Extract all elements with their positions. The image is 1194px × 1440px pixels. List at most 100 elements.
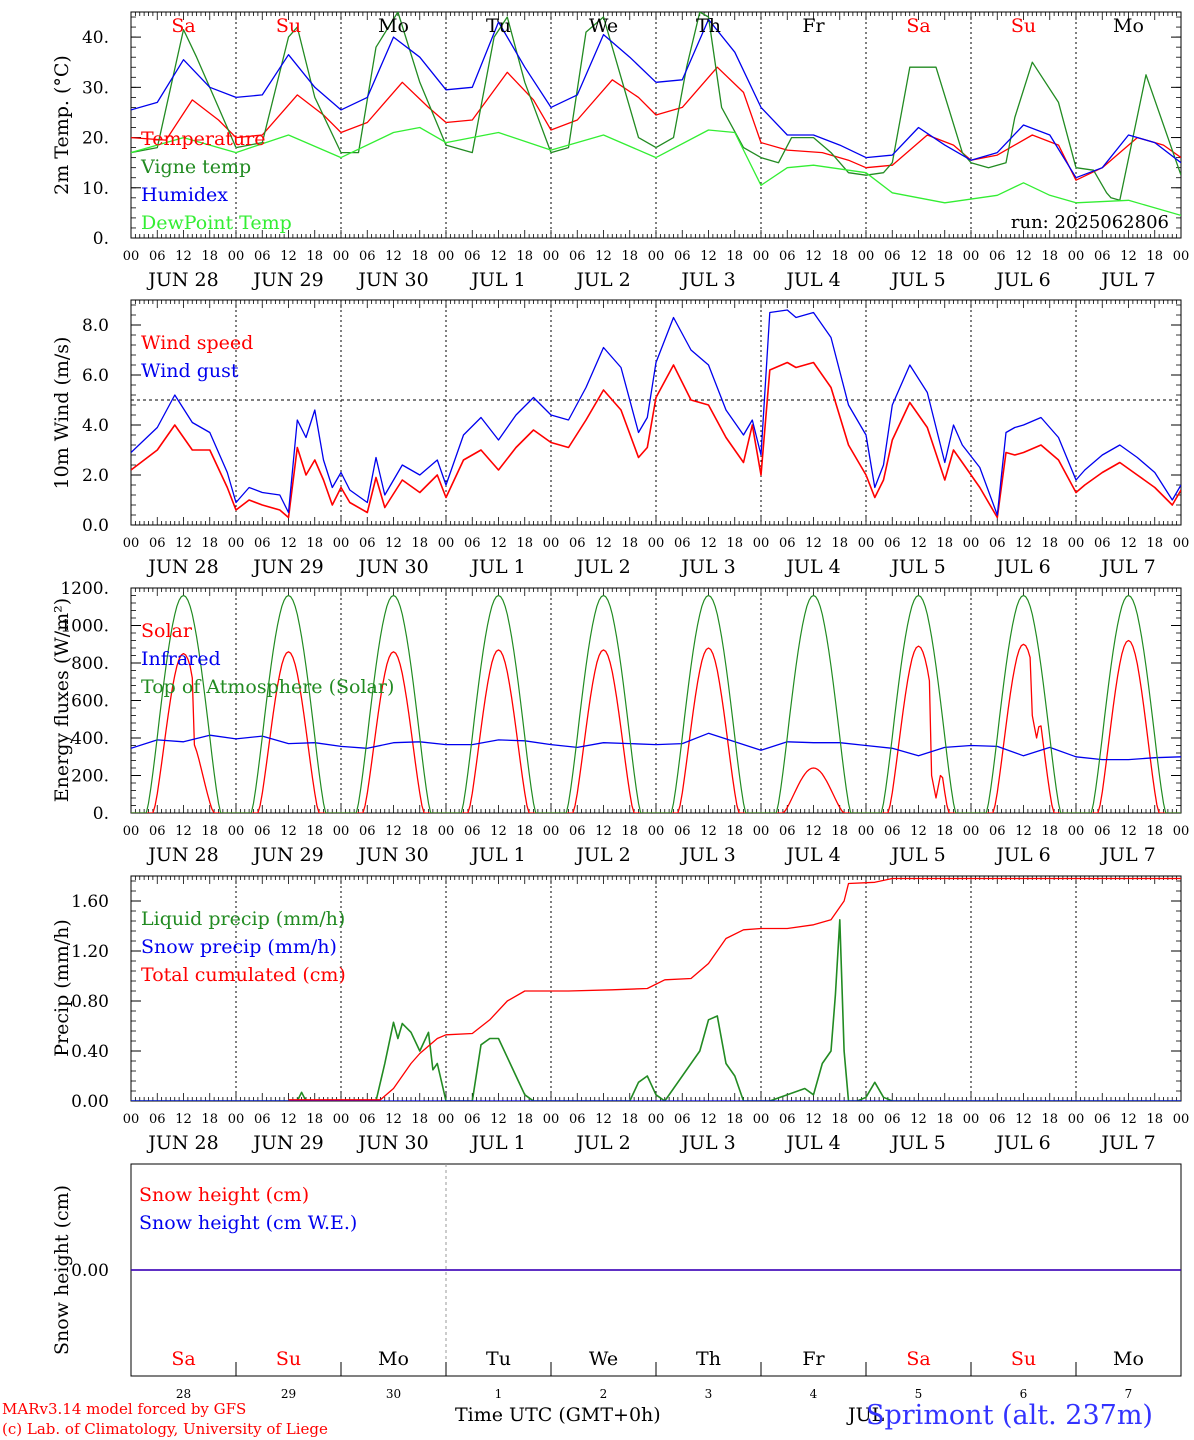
hour-label: 12 [385, 249, 402, 264]
series-vigne-temp [131, 12, 1181, 201]
hour-label: 18 [516, 824, 533, 839]
day-number-label: 5 [915, 1387, 923, 1401]
chart-panel-4: 0.00 0.40 0.80 1.20 1.60 Precip (mm/h) Liquid … [51, 875, 1189, 1154]
hour-label: 06 [1094, 1112, 1111, 1127]
hour-label: 18 [1041, 824, 1058, 839]
y-tick-label: 0.40 [71, 1042, 109, 1062]
hour-label: 18 [1146, 824, 1163, 839]
y-tick-label: 6.0 [82, 366, 109, 386]
y-tick-label: 1000. [60, 617, 109, 637]
hour-label: 18 [831, 249, 848, 264]
hour-label: 12 [490, 536, 507, 551]
hour-label: 00 [858, 824, 875, 839]
hour-label: 18 [726, 824, 743, 839]
y-axis-title: Precip (mm/h) [51, 919, 73, 1057]
y-tick-label: 1.60 [71, 892, 109, 912]
y-tick-label: 8.0 [82, 316, 109, 336]
hour-label: 12 [805, 1112, 822, 1127]
hour-label: 12 [1015, 824, 1032, 839]
hour-label: 00 [123, 536, 140, 551]
hour-label: 06 [254, 249, 271, 264]
hour-label: 06 [254, 536, 271, 551]
hour-label: 00 [858, 536, 875, 551]
hour-label: 00 [648, 824, 665, 839]
hour-label: 00 [438, 824, 455, 839]
date-label: JUN 30 [356, 269, 428, 291]
hour-label: 00 [1173, 824, 1190, 839]
date-label: JUL 7 [1099, 556, 1155, 578]
hour-label: 00 [1173, 249, 1190, 264]
hour-label: 18 [936, 536, 953, 551]
hour-label: 00 [543, 249, 560, 264]
hour-label: 18 [306, 249, 323, 264]
hour-label: 12 [490, 824, 507, 839]
weekday-label: Mo [378, 15, 409, 37]
date-label: JUL 7 [1099, 844, 1155, 866]
y-axis-title: 2m Temp. (°C) [51, 55, 73, 195]
date-label: JUN 30 [356, 844, 428, 866]
date-label: JUL 6 [994, 269, 1050, 291]
y-tick-label: 0.00 [71, 1261, 109, 1281]
weekday-label: Su [276, 15, 301, 37]
hour-label: 18 [201, 1112, 218, 1127]
weekday-label: Sa [906, 15, 930, 37]
hour-label: 18 [726, 1112, 743, 1127]
day-number-label: 1 [495, 1387, 503, 1401]
date-label: JUL 7 [1099, 269, 1155, 291]
series-total-cumulated-cm [288, 877, 1181, 1101]
time-axis-label: Time UTC (GMT+0h) [455, 1404, 661, 1426]
date-label: JUN 29 [251, 556, 323, 578]
date-label: JUL 2 [574, 269, 630, 291]
hour-label: 12 [1015, 1112, 1032, 1127]
hour-label: 18 [1041, 249, 1058, 264]
hour-label: 12 [910, 249, 927, 264]
y-axis-title: Snow height (cm) [51, 1185, 73, 1355]
series-group [131, 594, 1181, 813]
weekday-label: We [589, 1348, 618, 1370]
chart-panel-2: 0.0 2.0 4.0 6.0 8.0 10m Wind (m/s) Wind speed W… [51, 299, 1189, 578]
hour-label: 12 [595, 536, 612, 551]
weekday-label: Su [1011, 1348, 1036, 1370]
run-annotation: run: 2025062806 [1011, 212, 1169, 233]
hour-label: 00 [123, 824, 140, 839]
hour-label: 18 [831, 1112, 848, 1127]
series-group [131, 877, 1181, 1101]
day-number-label: 2 [600, 1387, 608, 1401]
hour-label: 12 [910, 1112, 927, 1127]
hour-label: 06 [149, 1112, 166, 1127]
series-group [131, 12, 1181, 217]
hour-label: 06 [674, 824, 691, 839]
hour-label: 12 [175, 1112, 192, 1127]
hour-label: 00 [333, 1112, 350, 1127]
hour-label: 18 [516, 1112, 533, 1127]
weekday-label: Tu [486, 15, 511, 37]
date-label: JUL 5 [889, 556, 945, 578]
day-number-label: 7 [1125, 1387, 1133, 1401]
hour-label: 18 [726, 536, 743, 551]
date-label: JUL 4 [784, 556, 840, 578]
date-label: JUL 4 [784, 844, 840, 866]
hour-label: 00 [123, 249, 140, 264]
legend-dewpoint-temp: DewPoint Temp [141, 212, 292, 234]
hour-label: 12 [910, 536, 927, 551]
legend-vigne-temp: Vigne temp [140, 156, 251, 178]
y-tick-label: 400. [71, 729, 109, 749]
hour-label: 00 [753, 536, 770, 551]
hour-label: 00 [963, 824, 980, 839]
hour-label: 18 [726, 249, 743, 264]
date-label: JUL 4 [784, 1132, 840, 1154]
hour-label: 18 [411, 249, 428, 264]
date-label: JUL 3 [679, 844, 735, 866]
hour-label: 00 [1068, 536, 1085, 551]
hour-label: 00 [333, 249, 350, 264]
hour-label: 12 [280, 536, 297, 551]
hour-label: 06 [674, 1112, 691, 1127]
hour-label: 18 [936, 1112, 953, 1127]
y-axis-title: 10m Wind (m/s) [51, 337, 73, 490]
hour-label: 18 [936, 824, 953, 839]
hour-label: 06 [884, 1112, 901, 1127]
y-tick-label: 800. [71, 654, 109, 674]
hour-label: 12 [1120, 824, 1137, 839]
hour-label: 06 [1094, 824, 1111, 839]
hour-label: 18 [1146, 1112, 1163, 1127]
